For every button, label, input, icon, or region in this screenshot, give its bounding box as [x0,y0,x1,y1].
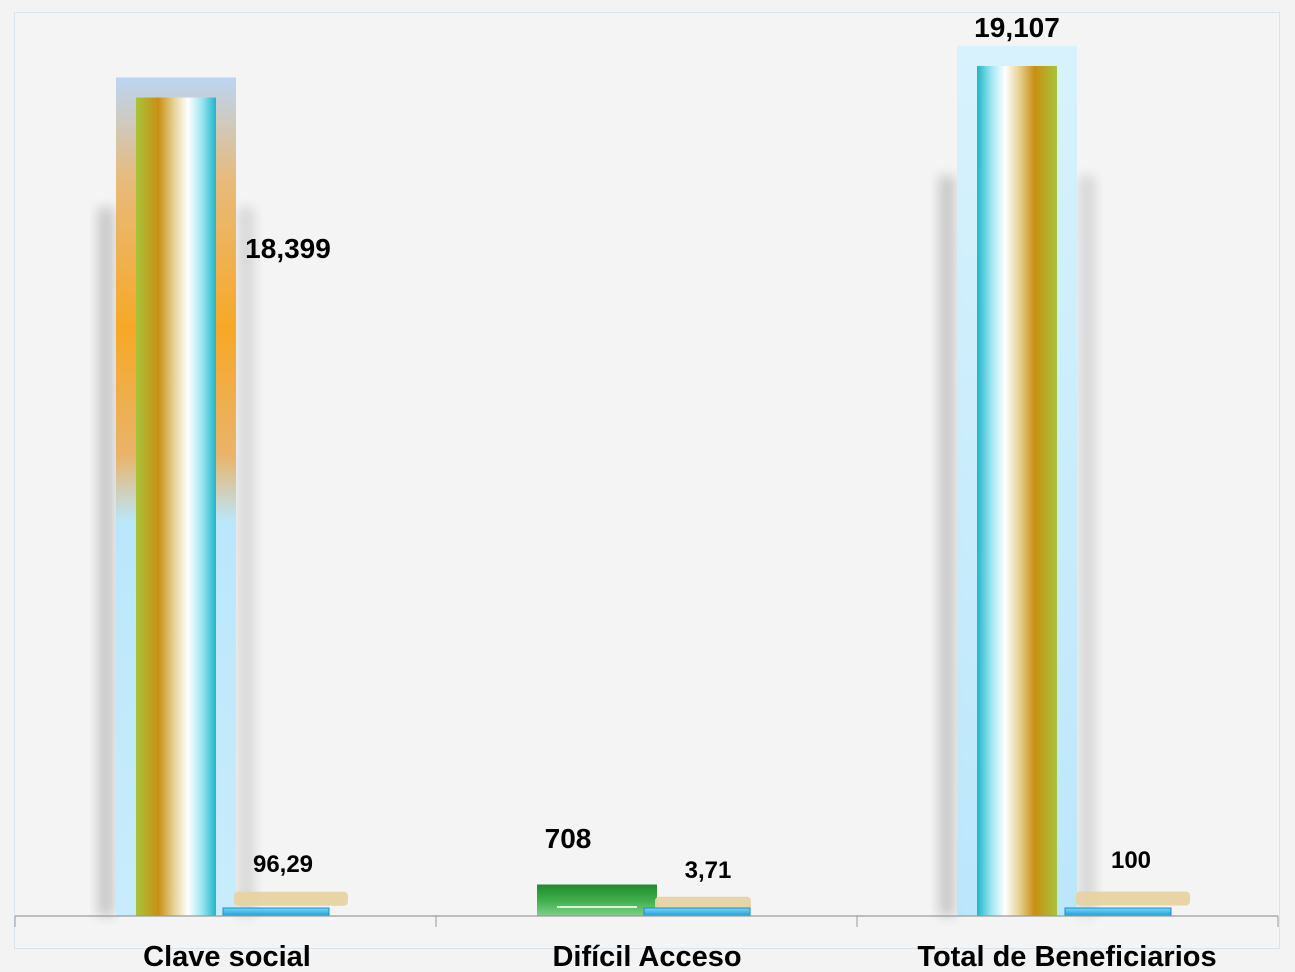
data-label-total-percent: 100 [1111,847,1151,874]
bar-clave-value [977,66,1057,916]
bar-percent-shadow [655,896,751,911]
bar-marks: 18,399 96,29 708 3,71 19,107 100 [98,12,1190,917]
bar-percent-shadow [1076,891,1190,906]
data-label-clave-percent: 96,29 [253,851,313,878]
bar-shadow [939,176,955,916]
data-label-total-value: 19,107 [974,12,1060,43]
bar-shadow [238,207,254,916]
bar-percent-value [1064,907,1172,917]
x-tick-label-total-beneficiarios: Total de Beneficiarios [917,941,1216,972]
x-tick-label-dificil-acceso: Difícil Acceso [552,941,741,972]
x-axis-ticks [14,916,1279,927]
bar-dificil-value [537,884,657,916]
data-label-dificil-value: 708 [545,823,592,854]
bar-percent-value [222,907,330,917]
bar-percent-value [643,907,751,917]
bar-shadow [1079,176,1095,916]
data-label-dificil-percent: 3,71 [685,857,732,884]
bar-shadow [98,207,114,916]
bar-clave-value [136,97,216,916]
bar-percent-shadow [234,891,348,906]
data-label-clave-value: 18,399 [245,233,331,264]
x-tick-label-clave-social: Clave social [143,941,311,972]
